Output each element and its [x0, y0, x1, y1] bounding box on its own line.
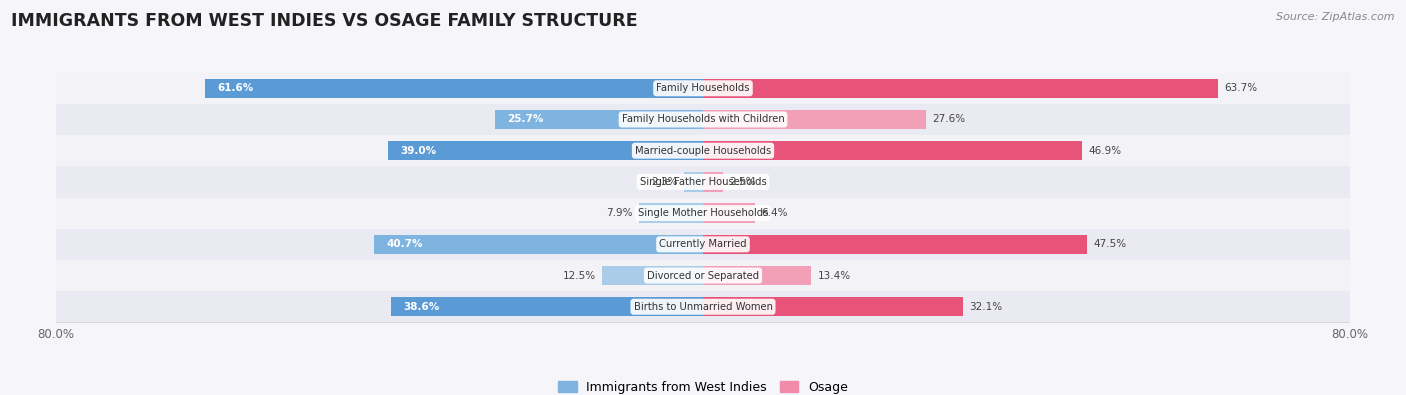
Bar: [56, 104, 1350, 135]
Text: 12.5%: 12.5%: [562, 271, 596, 280]
Bar: [56, 260, 1350, 291]
Bar: [703, 141, 1083, 160]
Text: Family Households with Children: Family Households with Children: [621, 115, 785, 124]
Text: 63.7%: 63.7%: [1225, 83, 1257, 93]
Text: Divorced or Separated: Divorced or Separated: [647, 271, 759, 280]
Text: 32.1%: 32.1%: [969, 302, 1002, 312]
Text: Married-couple Households: Married-couple Households: [636, 146, 770, 156]
Bar: [56, 135, 1350, 166]
Text: 47.5%: 47.5%: [1094, 239, 1126, 249]
Text: 6.4%: 6.4%: [761, 208, 787, 218]
Text: 2.5%: 2.5%: [730, 177, 756, 187]
Text: Source: ZipAtlas.com: Source: ZipAtlas.com: [1277, 12, 1395, 22]
Bar: [703, 172, 723, 192]
Text: 27.6%: 27.6%: [932, 115, 966, 124]
Text: 2.3%: 2.3%: [651, 177, 678, 187]
Text: 7.9%: 7.9%: [606, 208, 633, 218]
Legend: Immigrants from West Indies, Osage: Immigrants from West Indies, Osage: [553, 376, 853, 395]
Text: 25.7%: 25.7%: [508, 115, 544, 124]
Text: IMMIGRANTS FROM WEST INDIES VS OSAGE FAMILY STRUCTURE: IMMIGRANTS FROM WEST INDIES VS OSAGE FAM…: [11, 12, 638, 30]
Bar: [703, 235, 1087, 254]
Bar: [56, 291, 1350, 322]
Bar: [56, 229, 1350, 260]
Bar: [703, 79, 1218, 98]
Text: Family Households: Family Households: [657, 83, 749, 93]
Bar: [703, 297, 963, 316]
Text: 40.7%: 40.7%: [387, 239, 423, 249]
Bar: [703, 110, 927, 129]
Text: Births to Unmarried Women: Births to Unmarried Women: [634, 302, 772, 312]
Text: Single Father Households: Single Father Households: [640, 177, 766, 187]
Text: Single Mother Households: Single Mother Households: [638, 208, 768, 218]
Bar: [56, 198, 1350, 229]
Bar: [56, 166, 1350, 198]
Bar: [703, 266, 811, 285]
Text: 61.6%: 61.6%: [217, 83, 253, 93]
Bar: [374, 235, 703, 254]
Bar: [685, 172, 703, 192]
Text: 13.4%: 13.4%: [818, 271, 851, 280]
Text: 46.9%: 46.9%: [1088, 146, 1122, 156]
Bar: [703, 203, 755, 223]
Bar: [391, 297, 703, 316]
Bar: [388, 141, 703, 160]
Text: 39.0%: 39.0%: [399, 146, 436, 156]
Text: 38.6%: 38.6%: [404, 302, 439, 312]
Bar: [495, 110, 703, 129]
Bar: [640, 203, 703, 223]
Bar: [602, 266, 703, 285]
Bar: [205, 79, 703, 98]
Bar: [56, 73, 1350, 104]
Text: Currently Married: Currently Married: [659, 239, 747, 249]
